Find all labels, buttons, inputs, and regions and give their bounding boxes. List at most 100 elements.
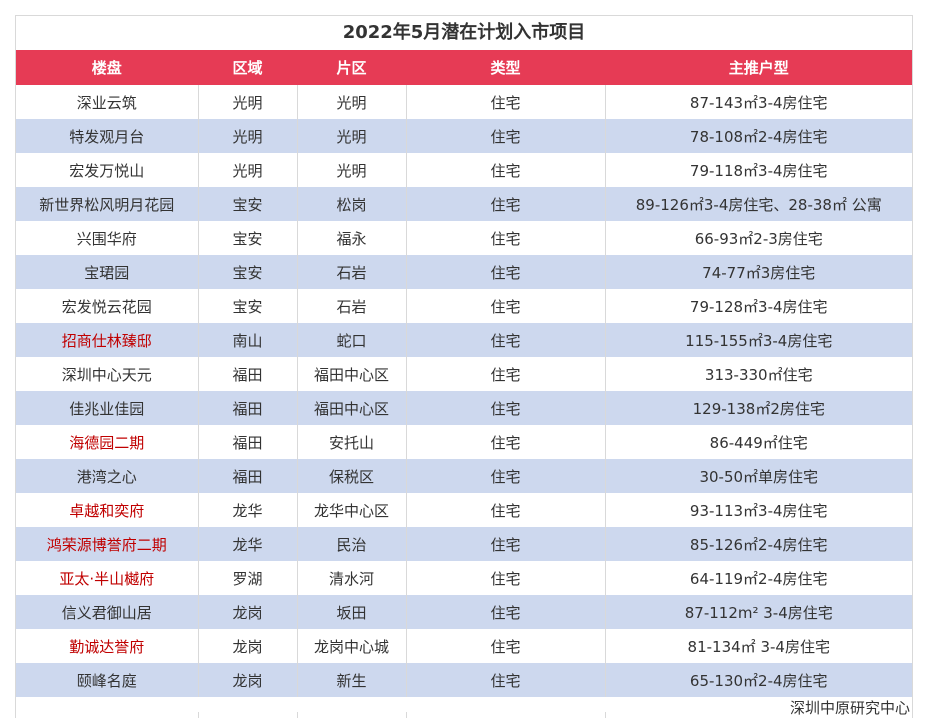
cell-project: 深业云筑: [16, 85, 199, 119]
cell-layout: 86-449㎡住宅: [605, 425, 912, 459]
cell-type: 住宅: [406, 663, 606, 697]
cell-project: 勤诚达誉府: [16, 629, 199, 663]
cell-type: 住宅: [406, 459, 606, 493]
cell-project: 宏发悦云花园: [16, 289, 199, 323]
cell-layout: 313-330㎡住宅: [605, 357, 912, 391]
cell-area: 福田中心区: [297, 391, 407, 425]
cell-layout: 87-112m² 3-4房住宅: [605, 595, 912, 629]
cell-project: 宏发万悦山: [16, 153, 199, 187]
cell-layout: 64-119㎡2-4房住宅: [605, 561, 912, 595]
header-area: 片区: [297, 50, 407, 85]
cell-layout: 78-108㎡2-4房住宅: [605, 119, 912, 153]
table-tail: [16, 696, 912, 718]
cell-type: 住宅: [406, 425, 606, 459]
cell-type: 住宅: [406, 221, 606, 255]
cell-area: 福永: [297, 221, 407, 255]
header-region: 区域: [198, 50, 298, 85]
cell-area: 清水河: [297, 561, 407, 595]
cell-type: 住宅: [406, 357, 606, 391]
cell-layout: 30-50㎡单房住宅: [605, 459, 912, 493]
cell-region: 福田: [198, 459, 298, 493]
table-row: 亚太·半山樾府 罗湖 清水河 住宅 64-119㎡2-4房住宅: [16, 561, 912, 595]
cell-area: 保税区: [297, 459, 407, 493]
cell-area: 民治: [297, 527, 407, 561]
cell-area: 龙岗中心城: [297, 629, 407, 663]
cell-region: 龙岗: [198, 663, 298, 697]
table-row: 兴围华府 宝安 福永 住宅 66-93㎡2-3房住宅: [16, 221, 912, 255]
cell-area: 石岩: [297, 255, 407, 289]
cell-project: 宝珺园: [16, 255, 199, 289]
table-row: 卓越和奕府 龙华 龙华中心区 住宅 93-113㎡3-4房住宅: [16, 493, 912, 527]
table-row: 宝珺园 宝安 石岩 住宅 74-77㎡3房住宅: [16, 255, 912, 289]
cell-layout: 85-126㎡2-4房住宅: [605, 527, 912, 561]
table-row: 新世界松风明月花园 宝安 松岗 住宅 89-126㎡3-4房住宅、28-38㎡ 公寓: [16, 187, 912, 221]
cell-layout: 129-138㎡2房住宅: [605, 391, 912, 425]
table-row: 佳兆业佳园 福田 福田中心区 住宅 129-138㎡2房住宅: [16, 391, 912, 425]
cell-region: 宝安: [198, 289, 298, 323]
cell-project: 招商仕林臻邸: [16, 323, 199, 357]
header-project: 楼盘: [16, 50, 199, 85]
cell-region: 罗湖: [198, 561, 298, 595]
table-row: 宏发悦云花园 宝安 石岩 住宅 79-128㎡3-4房住宅: [16, 289, 912, 323]
table-row: 鸿荣源博誉府二期 龙华 民治 住宅 85-126㎡2-4房住宅: [16, 527, 912, 561]
cell-project: 亚太·半山樾府: [16, 561, 199, 595]
cell-area: 光明: [297, 153, 407, 187]
cell-region: 宝安: [198, 187, 298, 221]
cell-type: 住宅: [406, 595, 606, 629]
cell-layout: 115-155㎡3-4房住宅: [605, 323, 912, 357]
cell-layout: 66-93㎡2-3房住宅: [605, 221, 912, 255]
cell-type: 住宅: [406, 119, 606, 153]
cell-layout: 87-143㎡3-4房住宅: [605, 85, 912, 119]
cell-type: 住宅: [406, 153, 606, 187]
table-row: 招商仕林臻邸 南山 蛇口 住宅 115-155㎡3-4房住宅: [16, 323, 912, 357]
cell-area: 蛇口: [297, 323, 407, 357]
cell-region: 龙华: [198, 527, 298, 561]
table-frame: [15, 15, 913, 718]
header-layout: 主推户型: [605, 50, 912, 85]
table-row: 宏发万悦山 光明 光明 住宅 79-118㎡3-4房住宅: [16, 153, 912, 187]
cell-layout: 93-113㎡3-4房住宅: [605, 493, 912, 527]
table-row: 深业云筑 光明 光明 住宅 87-143㎡3-4房住宅: [16, 85, 912, 119]
cell-area: 福田中心区: [297, 357, 407, 391]
cell-project: 信义君御山居: [16, 595, 199, 629]
cell-project: 新世界松风明月花园: [16, 187, 199, 221]
cell-layout: 79-118㎡3-4房住宅: [605, 153, 912, 187]
cell-area: 光明: [297, 119, 407, 153]
table-row: 信义君御山居 龙岗 坂田 住宅 87-112m² 3-4房住宅: [16, 595, 912, 629]
cell-type: 住宅: [406, 187, 606, 221]
cell-type: 住宅: [406, 493, 606, 527]
table-title: 2022年5月潜在计划入市项目: [342, 22, 586, 43]
header-row: 楼盘 区域 片区 类型 主推户型: [16, 50, 912, 85]
cell-type: 住宅: [406, 323, 606, 357]
cell-project: 卓越和奕府: [16, 493, 199, 527]
cell-type: 住宅: [406, 561, 606, 595]
cell-project: 海德园二期: [16, 425, 199, 459]
cell-project: 兴围华府: [16, 221, 199, 255]
table-row: 勤诚达誉府 龙岗 龙岗中心城 住宅 81-134㎡ 3-4房住宅: [16, 629, 912, 663]
cell-area: 新生: [297, 663, 407, 697]
cell-type: 住宅: [406, 391, 606, 425]
cell-project: 深圳中心天元: [16, 357, 199, 391]
cell-region: 宝安: [198, 255, 298, 289]
project-table: 楼盘 区域 片区 类型 主推户型 深业云筑 光明 光明 住宅 87-143㎡3-4房住宅…: [16, 50, 912, 697]
cell-region: 南山: [198, 323, 298, 357]
table-row: 特发观月台 光明 光明 住宅 78-108㎡2-4房住宅: [16, 119, 912, 153]
cell-area: 光明: [297, 85, 407, 119]
table-row: 深圳中心天元 福田 福田中心区 住宅 313-330㎡住宅: [16, 357, 912, 391]
cell-area: 松岗: [297, 187, 407, 221]
cell-region: 龙岗: [198, 595, 298, 629]
cell-region: 龙岗: [198, 629, 298, 663]
cell-layout: 79-128㎡3-4房住宅: [605, 289, 912, 323]
cell-project: 特发观月台: [16, 119, 199, 153]
cell-region: 福田: [198, 391, 298, 425]
cell-region: 光明: [198, 153, 298, 187]
cell-project: 颐峰名庭: [16, 663, 199, 697]
cell-type: 住宅: [406, 289, 606, 323]
header-type: 类型: [406, 50, 606, 85]
cell-type: 住宅: [406, 527, 606, 561]
cell-type: 住宅: [406, 85, 606, 119]
cell-layout: 65-130㎡2-4房住宅: [605, 663, 912, 697]
cell-region: 光明: [198, 85, 298, 119]
cell-type: 住宅: [406, 255, 606, 289]
cell-project: 佳兆业佳园: [16, 391, 199, 425]
